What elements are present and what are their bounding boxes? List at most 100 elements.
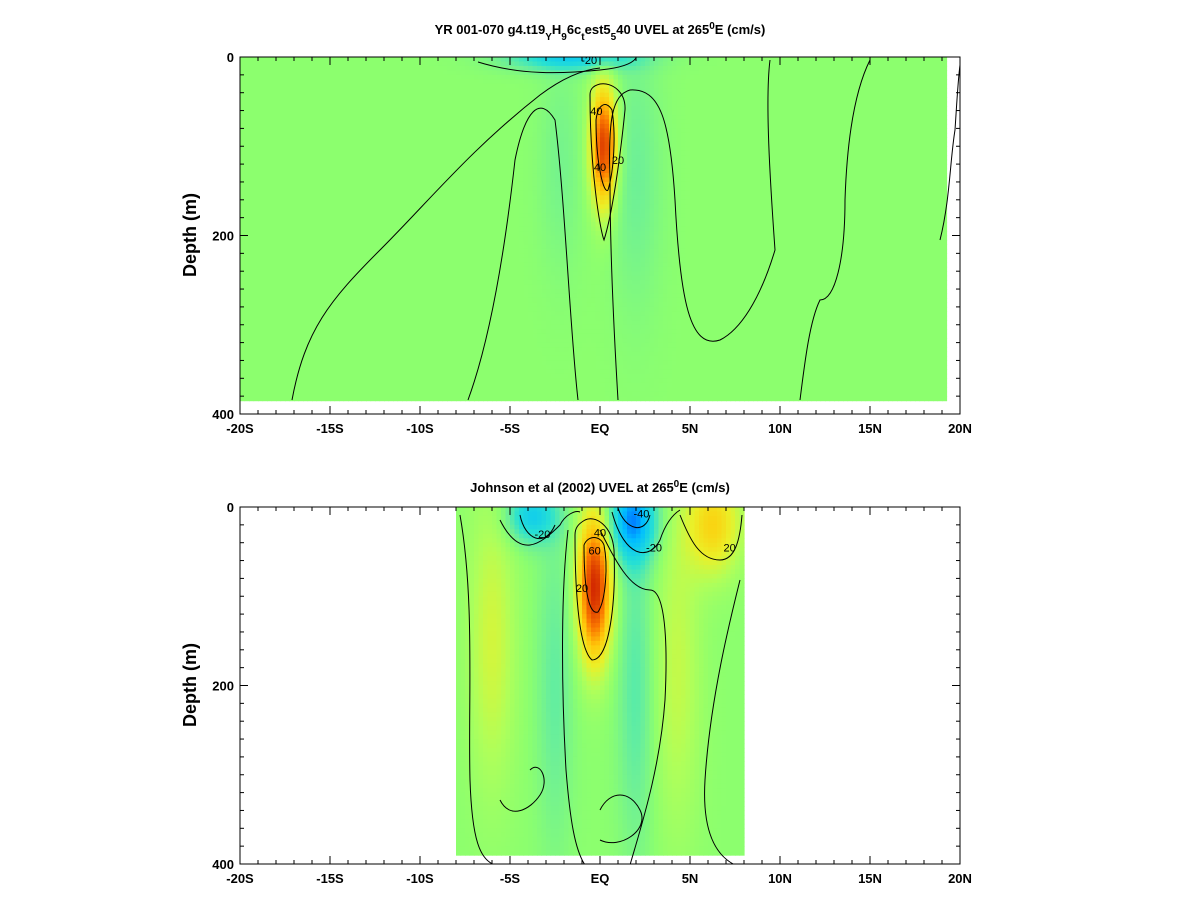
heatmap-cell: [258, 115, 264, 121]
heatmap-cell: [433, 150, 439, 156]
heatmap-cell: [465, 293, 471, 299]
heatmap-cell: [289, 266, 295, 272]
heatmap-cell: [388, 159, 394, 165]
heatmap-cell: [334, 150, 340, 156]
heatmap-cell: [267, 115, 273, 121]
heatmap-cell: [420, 351, 426, 357]
heatmap-cell: [334, 248, 340, 254]
heatmap-cell: [474, 106, 480, 112]
heatmap-cell: [393, 226, 399, 232]
heatmap-cell: [397, 248, 403, 254]
heatmap-cell: [384, 159, 390, 165]
heatmap-cell: [316, 271, 322, 277]
heatmap-cell: [258, 110, 264, 116]
heatmap-cell: [249, 306, 255, 312]
heatmap-cell: [276, 92, 282, 98]
heatmap-cell: [352, 284, 358, 290]
heatmap-cell: [415, 235, 421, 241]
heatmap-cell: [325, 57, 331, 63]
heatmap-cell: [334, 79, 340, 85]
heatmap-cell: [352, 378, 358, 384]
heatmap-cell: [379, 347, 385, 353]
heatmap-cell: [262, 293, 268, 299]
heatmap-cell: [420, 217, 426, 223]
heatmap-cell: [370, 168, 376, 174]
heatmap-cell: [339, 199, 345, 205]
heatmap-cell: [487, 396, 493, 402]
heatmap-cell: [285, 190, 291, 196]
heatmap-cell: [528, 115, 534, 121]
heatmap-cell: [280, 297, 286, 304]
heatmap-cell: [339, 88, 345, 94]
heatmap-cell: [469, 239, 475, 246]
heatmap-cell: [366, 266, 372, 272]
heatmap-cell: [447, 364, 453, 370]
heatmap-cell: [240, 123, 246, 129]
heatmap-cell: [406, 65, 412, 71]
heatmap-cell: [303, 61, 309, 67]
heatmap-cell: [501, 173, 507, 179]
heatmap-cell: [406, 396, 412, 402]
heatmap-cell: [285, 248, 291, 254]
heatmap-cell: [406, 333, 412, 339]
heatmap-cell: [528, 284, 534, 290]
heatmap-cell: [316, 97, 322, 103]
heatmap-cell: [442, 253, 448, 259]
heatmap-cell: [262, 315, 268, 321]
heatmap-cell: [312, 119, 318, 125]
heatmap-cell: [469, 186, 475, 192]
heatmap-cell: [469, 173, 475, 179]
heatmap-cell: [514, 57, 520, 63]
heatmap-cell: [415, 101, 421, 107]
heatmap-cell: [384, 83, 390, 89]
heatmap-cell: [325, 101, 331, 107]
heatmap-cell: [447, 137, 453, 143]
heatmap-cell: [424, 190, 430, 196]
heatmap-cell: [289, 387, 295, 393]
heatmap-cell: [465, 222, 471, 228]
heatmap-cell: [375, 106, 381, 112]
heatmap-cell: [289, 155, 295, 161]
heatmap-cell: [307, 297, 313, 304]
heatmap-cell: [456, 213, 462, 219]
heatmap-cell: [258, 253, 264, 259]
heatmap-cell: [478, 213, 484, 219]
heatmap-cell: [280, 146, 286, 152]
heatmap-cell: [460, 106, 466, 112]
heatmap-cell: [478, 119, 484, 125]
heatmap-cell: [343, 164, 349, 170]
heatmap-cell: [361, 141, 367, 147]
heatmap-cell: [357, 150, 363, 156]
heatmap-cell: [384, 306, 390, 312]
heatmap-cell: [451, 106, 457, 112]
heatmap-cell: [501, 257, 507, 263]
heatmap-cell: [402, 378, 408, 384]
heatmap-cell: [285, 213, 291, 219]
heatmap-cell: [298, 177, 304, 183]
heatmap-cell: [240, 364, 246, 370]
heatmap-cell: [330, 355, 336, 362]
heatmap-cell: [402, 338, 408, 344]
heatmap-cell: [240, 235, 246, 241]
heatmap-cell: [330, 262, 336, 268]
heatmap-cell: [523, 65, 529, 71]
panel-model-heatmap: [240, 57, 948, 402]
heatmap-cell: [447, 311, 453, 317]
heatmap-cell: [280, 378, 286, 384]
heatmap-cell: [262, 168, 268, 174]
heatmap-cell: [361, 70, 367, 76]
heatmap-cell: [280, 382, 286, 388]
heatmap-cell: [402, 369, 408, 375]
heatmap-cell: [402, 266, 408, 272]
heatmap-cell: [361, 320, 367, 326]
heatmap-cell: [483, 65, 489, 71]
heatmap-cell: [339, 150, 345, 156]
heatmap-cell: [316, 275, 322, 281]
heatmap-cell: [523, 70, 529, 76]
heatmap-cell: [240, 320, 246, 326]
heatmap-cell: [361, 342, 367, 348]
heatmap-cell: [289, 168, 295, 174]
heatmap-cell: [456, 204, 462, 210]
heatmap-cell: [487, 253, 493, 259]
heatmap-cell: [514, 369, 520, 375]
